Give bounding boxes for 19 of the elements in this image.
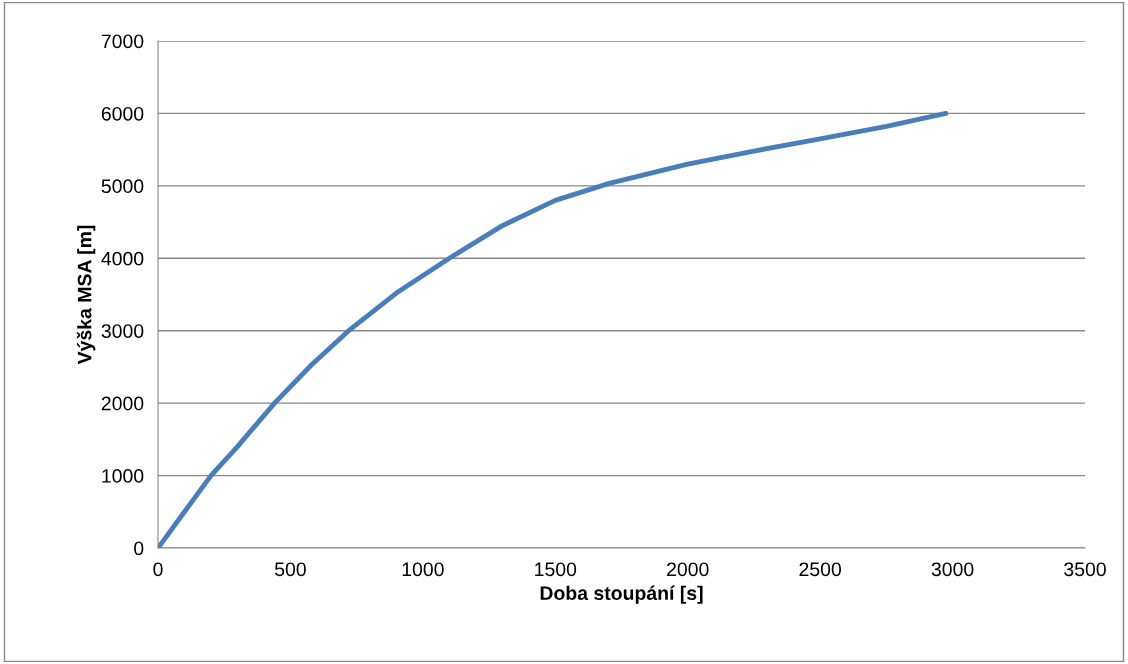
y-tick-label: 5000: [101, 179, 144, 194]
y-tick-label: 1000: [102, 469, 144, 483]
x-tick-label: 1500: [535, 562, 577, 577]
y-tick-label: 4000: [101, 251, 144, 266]
x-tick-label: 500: [274, 562, 306, 577]
y-tick-label: 0: [134, 541, 144, 556]
y-tick-label: 7000: [101, 34, 144, 49]
x-tick-label: 3000: [931, 562, 974, 577]
line-series: [158, 111, 949, 548]
x-tick-label: 2500: [799, 562, 842, 577]
y-axis-title: Výška MSA [m]: [76, 225, 96, 365]
x-tick-label: 2000: [667, 562, 709, 577]
y-tick-label: 3000: [101, 324, 144, 338]
x-axis-title: Doba stoupání [s]: [540, 585, 703, 604]
y-tick-label: 6000: [101, 106, 144, 121]
x-tick-label: 3500: [1064, 562, 1106, 577]
x-tick-label: 1000: [402, 562, 444, 577]
x-tick-label: 0: [153, 562, 163, 577]
y-tick-label: 2000: [101, 396, 144, 411]
